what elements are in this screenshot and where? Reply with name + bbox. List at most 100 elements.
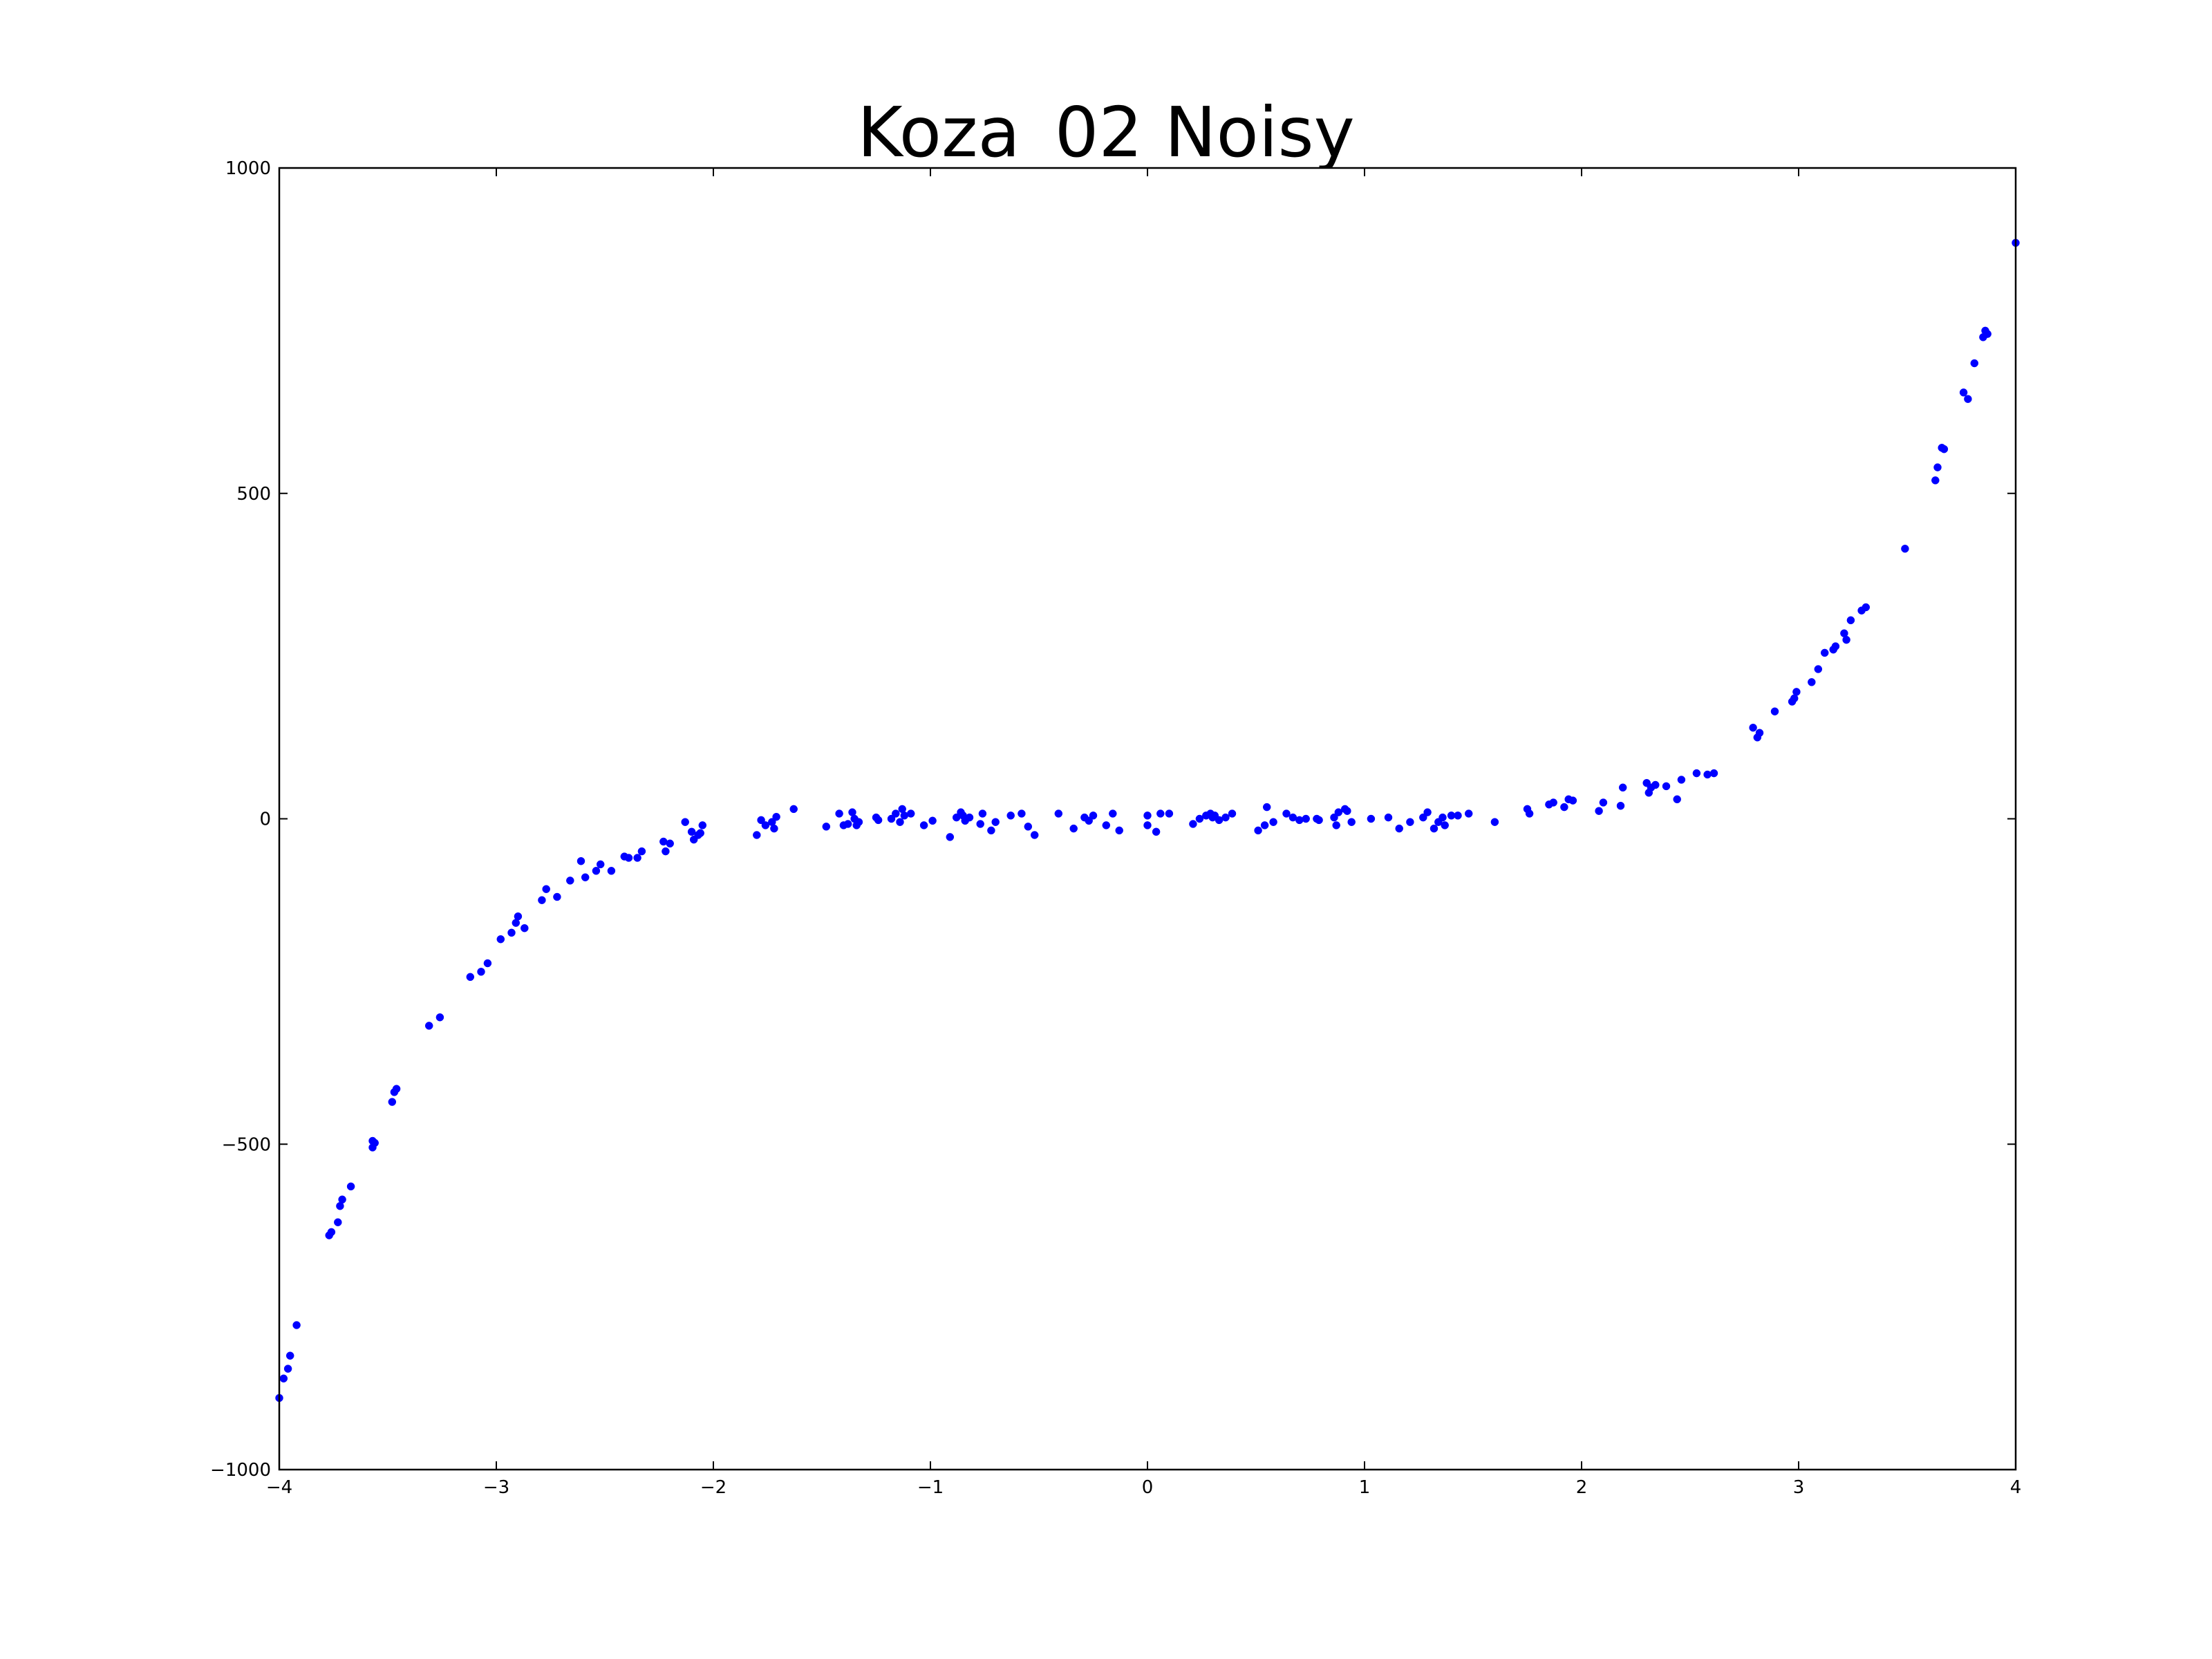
data-point [435, 1013, 444, 1022]
data-point [1343, 807, 1351, 815]
data-point [1143, 821, 1152, 830]
data-point [327, 1228, 336, 1237]
data-point [1332, 821, 1340, 830]
data-point [698, 821, 707, 830]
data-point [1549, 798, 1557, 807]
data-point [1295, 816, 1304, 825]
data-point [1334, 808, 1343, 816]
data-point [1595, 807, 1603, 815]
data-point [633, 854, 641, 862]
data-point [1395, 824, 1403, 833]
data-point [987, 826, 995, 835]
data-point [1438, 813, 1447, 822]
data-point [666, 839, 674, 848]
data-point [1703, 770, 1712, 779]
data-point [1933, 463, 1942, 471]
data-point [553, 892, 561, 901]
data-point [1347, 818, 1356, 826]
data-point [854, 818, 863, 826]
data-point [1831, 642, 1840, 650]
data-point [1018, 809, 1026, 818]
data-point [681, 818, 689, 826]
data-point [1464, 809, 1473, 818]
data-point [976, 820, 984, 828]
data-point [753, 831, 761, 839]
data-point [1441, 821, 1449, 830]
data-point [1165, 809, 1174, 818]
data-point [334, 1218, 342, 1226]
data-point [1109, 809, 1117, 818]
x-tick-label: 1 [1359, 1477, 1371, 1498]
y-tick-label: −500 [222, 1134, 271, 1155]
x-tick-label: 4 [2010, 1477, 2022, 1498]
data-point [892, 809, 900, 818]
data-point [1102, 821, 1111, 830]
data-point [1662, 782, 1671, 791]
data-point [1302, 814, 1310, 823]
data-point [1820, 648, 1829, 657]
data-point [1901, 545, 1909, 553]
data-point [1618, 783, 1627, 792]
data-point [1749, 723, 1757, 732]
data-point [1560, 803, 1568, 812]
data-point [1862, 603, 1871, 612]
data-point [1269, 818, 1277, 826]
plot-frame [278, 167, 2017, 1471]
data-point [1384, 813, 1393, 822]
data-point [1156, 809, 1165, 818]
data-point [1964, 395, 1972, 403]
data-point [1430, 824, 1438, 833]
data-point [1792, 688, 1801, 696]
data-point [521, 924, 529, 932]
data-point [1254, 826, 1262, 835]
data-point [496, 935, 505, 944]
data-point [1006, 812, 1015, 820]
data-point [1673, 795, 1681, 804]
data-point [1054, 809, 1063, 818]
data-point [596, 860, 605, 869]
data-point [285, 1351, 294, 1360]
data-point [1770, 707, 1779, 715]
data-point [1282, 809, 1291, 818]
data-point [279, 1374, 288, 1382]
data-point [1085, 816, 1093, 825]
data-point [1089, 812, 1098, 820]
data-point [696, 829, 704, 837]
data-point [1260, 821, 1269, 830]
data-point [1568, 796, 1577, 805]
data-point [1490, 818, 1499, 826]
data-point [822, 823, 831, 831]
data-point [1970, 359, 1979, 368]
x-tick-label: −2 [700, 1477, 727, 1498]
data-point [514, 912, 523, 921]
data-point [1525, 809, 1534, 818]
data-point [946, 833, 955, 841]
x-tick-label: −3 [483, 1477, 509, 1498]
y-axis: −1000 −500 0 500 1000 [210, 158, 2016, 1481]
data-point [835, 809, 843, 818]
data-point [371, 1138, 379, 1147]
x-tick-label: −1 [917, 1477, 944, 1498]
data-point [772, 812, 780, 821]
data-point [1069, 824, 1078, 833]
data-points [275, 238, 2020, 1403]
data-point [1262, 803, 1271, 812]
data-point [1152, 827, 1161, 836]
data-point [843, 820, 852, 828]
data-point [542, 885, 550, 893]
data-point [1959, 388, 1968, 397]
x-tick-label: −4 [266, 1477, 292, 1498]
x-tick-label: 0 [1142, 1477, 1154, 1498]
data-point [292, 1321, 301, 1329]
data-point [1842, 635, 1850, 644]
data-point [566, 877, 574, 885]
data-point [1692, 769, 1701, 778]
y-tick-label: 0 [259, 809, 271, 830]
data-point [392, 1085, 401, 1093]
data-point [1419, 813, 1427, 822]
data-point [483, 959, 492, 968]
data-point [283, 1365, 292, 1373]
data-point [1406, 818, 1414, 826]
data-point [1709, 769, 1718, 778]
data-point [789, 805, 798, 814]
